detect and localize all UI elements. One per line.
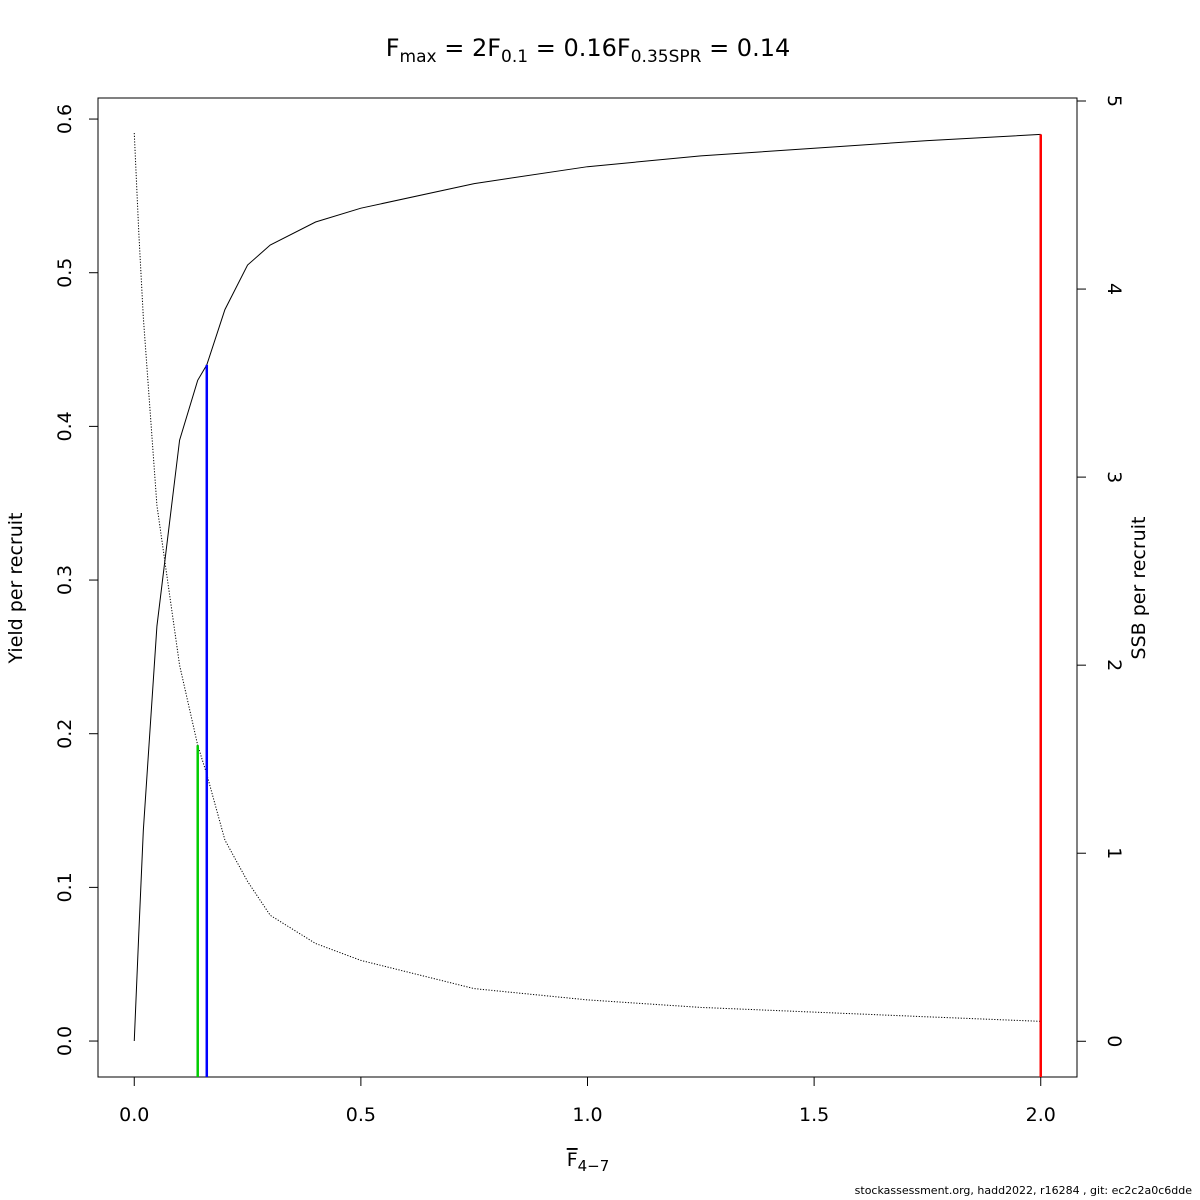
y-tick-label: 0.5 bbox=[54, 258, 76, 288]
y-tick-label: 0.0 bbox=[54, 1026, 76, 1056]
x-axis-label: F4−7 bbox=[567, 1149, 610, 1175]
y-tick-label: 0.3 bbox=[54, 565, 76, 595]
x-tick-label: 1.0 bbox=[572, 1104, 602, 1126]
y2-tick-label: 1 bbox=[1103, 847, 1125, 859]
title-symbol: F bbox=[386, 34, 400, 62]
yield-curve bbox=[133, 133, 1041, 1042]
title-value: = 2 bbox=[437, 34, 488, 62]
title-subscript: 0.35SPR bbox=[631, 47, 702, 67]
x-tick-label: 0.0 bbox=[119, 1104, 149, 1126]
y2-axis-label: SSB per recruit bbox=[1128, 517, 1150, 660]
title-value: = 0.16 bbox=[528, 34, 617, 62]
y2-tick-label: 2 bbox=[1103, 659, 1125, 671]
x-label-symbol: F bbox=[567, 1149, 578, 1171]
y2-tick-label: 0 bbox=[1103, 1035, 1125, 1047]
title-symbol: F bbox=[617, 34, 631, 62]
title-subscript: 0.1 bbox=[501, 47, 528, 67]
y2-tick-label: 3 bbox=[1103, 471, 1125, 483]
y-tick-label: 0.2 bbox=[54, 719, 76, 749]
x-tick-label: 2.0 bbox=[1026, 1104, 1056, 1126]
title-value: = 0.14 bbox=[701, 34, 790, 62]
plot-frame bbox=[97, 97, 1078, 1078]
y-tick-label: 0.6 bbox=[54, 104, 76, 134]
y-axis-label: Yield per recruit bbox=[5, 513, 27, 665]
x-tick-label: 0.5 bbox=[346, 1104, 376, 1126]
y-tick-label: 0.4 bbox=[54, 411, 76, 441]
x-tick-label: 1.5 bbox=[799, 1104, 829, 1126]
y-tick-label: 0.1 bbox=[54, 872, 76, 902]
title-symbol: F bbox=[487, 34, 501, 62]
y2-tick-label: 5 bbox=[1103, 95, 1125, 107]
ssb-curve bbox=[133, 132, 1041, 1022]
chart-title: Fmax = 2F0.1 = 0.16F0.35SPR = 0.14 bbox=[386, 34, 791, 67]
y2-tick-label: 4 bbox=[1103, 283, 1125, 295]
title-subscript: max bbox=[400, 47, 437, 67]
footer: stockassessment.org, hadd2022, r16284 , … bbox=[855, 1184, 1193, 1197]
x-label-subscript: 4−7 bbox=[578, 1157, 610, 1175]
